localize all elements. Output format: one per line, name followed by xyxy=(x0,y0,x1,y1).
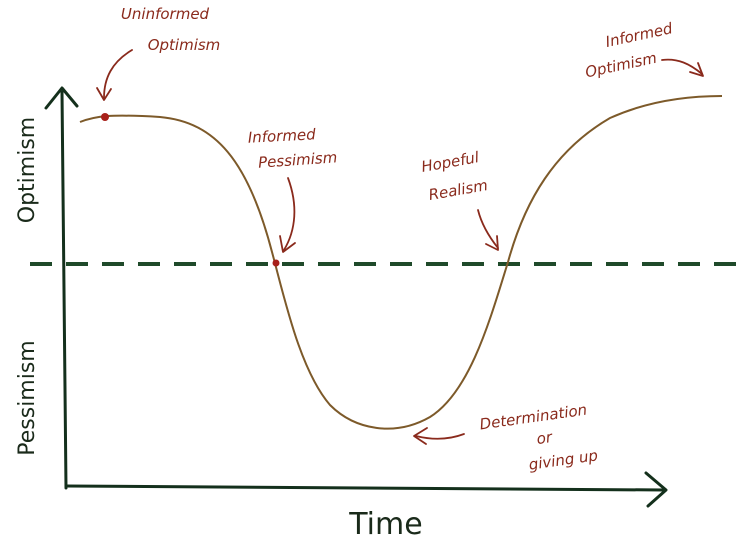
informed-optimism-arrow xyxy=(662,60,703,76)
uninformed-optimism-label-line1: Uninformed xyxy=(121,5,210,23)
uninformed-optimism-marker xyxy=(101,113,109,121)
informed-optimism-label-line1: Informed xyxy=(604,19,675,51)
x-axis xyxy=(66,473,666,506)
uninformed-optimism-label-line2: Optimism xyxy=(148,36,221,54)
hopeful-realism-label-line1: Hopeful xyxy=(420,148,481,176)
informed-pessimism-marker xyxy=(273,260,280,267)
y-axis-positive-label: Optimism xyxy=(15,117,40,223)
informed-pessimism-label-line2: Pessimism xyxy=(257,148,337,171)
determination-label-line1: Determination xyxy=(478,401,588,434)
hopeful-realism-arrow xyxy=(478,210,498,250)
informed-pessimism-label-line1: Informed xyxy=(247,125,316,147)
x-axis-label: Time xyxy=(348,507,422,541)
informed-optimism-label-line2: Optimism xyxy=(584,49,659,82)
determination-label-line3: giving up xyxy=(528,446,599,474)
uninformed-optimism-arrow xyxy=(97,50,132,100)
determination-arrow xyxy=(414,428,464,444)
informed-pessimism-arrow xyxy=(280,178,295,252)
y-axis xyxy=(46,88,77,488)
determination-label-line2: or xyxy=(535,428,554,448)
y-axis-negative-label: Pessimism xyxy=(15,340,40,456)
hopeful-realism-label-line2: Realism xyxy=(427,176,489,204)
